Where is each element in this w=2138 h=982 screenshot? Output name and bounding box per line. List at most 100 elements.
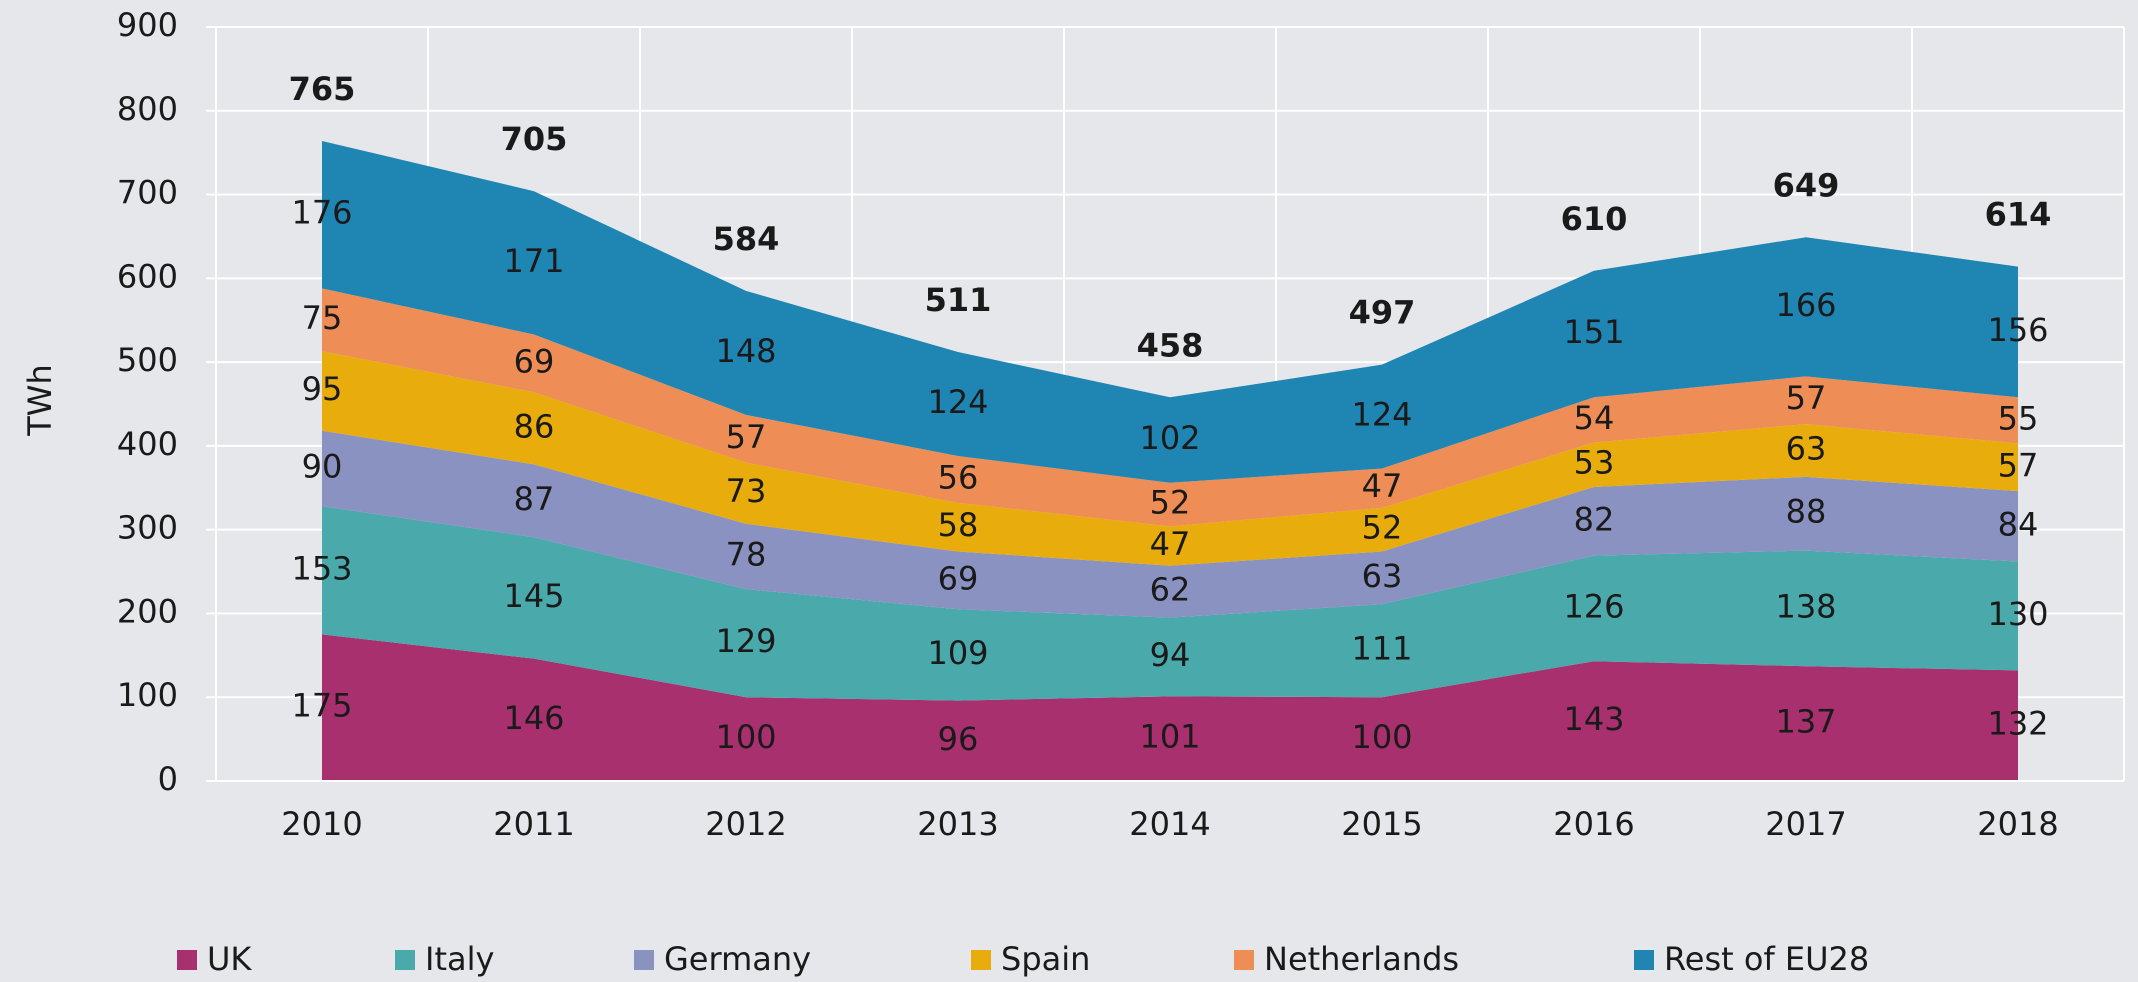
data-label: 58	[938, 506, 979, 544]
legend-item: UK	[177, 940, 252, 978]
data-label: 95	[302, 370, 343, 408]
data-label: 126	[1563, 587, 1624, 625]
data-label: 176	[291, 194, 352, 232]
x-tick-label: 2013	[917, 805, 998, 843]
y-axis-label: TWh	[21, 364, 59, 436]
data-label: 148	[715, 332, 776, 370]
data-label: 151	[1563, 313, 1624, 351]
x-tick-label: 2011	[493, 805, 574, 843]
data-label: 146	[503, 699, 564, 737]
total-label: 511	[925, 281, 992, 319]
area	[322, 634, 2018, 781]
data-label: 86	[514, 407, 555, 445]
data-label: 124	[1351, 396, 1412, 434]
legend-item: Italy	[395, 940, 494, 978]
x-tick-label: 2017	[1765, 805, 1846, 843]
legend-item: Rest of EU28	[1634, 940, 1869, 978]
total-label: 497	[1349, 294, 1416, 332]
data-label: 57	[1998, 446, 2039, 484]
legend-item: Netherlands	[1234, 940, 1459, 978]
data-label: 175	[291, 687, 352, 725]
y-tick-label: 500	[117, 341, 178, 379]
legend-swatch	[1634, 950, 1654, 970]
x-tick-label: 2018	[1977, 805, 2058, 843]
data-label: 145	[503, 577, 564, 615]
data-label: 153	[291, 549, 352, 587]
data-label: 56	[938, 458, 979, 496]
y-tick-label: 0	[158, 760, 178, 798]
y-tick-label: 900	[117, 6, 178, 44]
data-label: 130	[1987, 595, 2048, 633]
legend-swatch	[634, 950, 654, 970]
data-label: 82	[1574, 500, 1615, 538]
data-label: 53	[1574, 444, 1615, 482]
data-label: 156	[1987, 311, 2048, 349]
data-label: 100	[1351, 718, 1412, 756]
data-label: 124	[927, 383, 988, 421]
data-label: 57	[726, 418, 767, 456]
data-label: 94	[1150, 636, 1191, 674]
data-label: 101	[1139, 718, 1200, 756]
area	[322, 288, 2018, 527]
data-label: 102	[1139, 419, 1200, 457]
data-label: 62	[1150, 571, 1191, 609]
data-label: 55	[1998, 399, 2039, 437]
total-label: 584	[713, 220, 780, 258]
data-label: 84	[1998, 505, 2039, 543]
total-label: 705	[501, 120, 568, 158]
data-label: 111	[1351, 630, 1412, 668]
data-label: 78	[726, 535, 767, 573]
legend-swatch	[971, 950, 991, 970]
total-label: 649	[1773, 166, 1840, 204]
legend-label: Spain	[1001, 940, 1090, 978]
data-label: 75	[302, 299, 343, 337]
data-label: 132	[1987, 705, 2048, 743]
x-tick-label: 2015	[1341, 805, 1422, 843]
x-tick-label: 2016	[1553, 805, 1634, 843]
y-tick-label: 100	[117, 676, 178, 714]
data-label: 54	[1574, 399, 1615, 437]
data-label: 57	[1786, 379, 1827, 417]
data-label: 96	[938, 720, 979, 758]
data-label: 47	[1150, 525, 1191, 563]
data-label: 88	[1786, 493, 1827, 531]
legend-label: Germany	[664, 940, 811, 978]
x-tick-label: 2014	[1129, 805, 1210, 843]
area	[322, 140, 2018, 483]
y-tick-label: 700	[117, 174, 178, 212]
total-label: 614	[1985, 196, 2052, 234]
legend-label: Rest of EU28	[1664, 940, 1869, 978]
data-label: 129	[715, 622, 776, 660]
y-tick-label: 200	[117, 592, 178, 630]
data-label: 73	[726, 472, 767, 510]
area	[322, 506, 2018, 701]
data-label: 69	[938, 559, 979, 597]
data-label: 52	[1150, 484, 1191, 522]
y-tick-label: 600	[117, 257, 178, 295]
y-tick-label: 800	[117, 90, 178, 128]
data-label: 109	[927, 634, 988, 672]
legend-swatch	[395, 950, 415, 970]
data-label: 63	[1786, 429, 1827, 467]
area	[322, 430, 2018, 618]
legend-item: Spain	[971, 940, 1090, 978]
legend-swatch	[1234, 950, 1254, 970]
data-label: 87	[514, 480, 555, 518]
data-label: 52	[1362, 509, 1403, 547]
y-tick-label: 300	[117, 509, 178, 547]
data-label: 63	[1362, 557, 1403, 595]
x-tick-label: 2012	[705, 805, 786, 843]
y-tick-label: 400	[117, 425, 178, 463]
data-label: 171	[503, 242, 564, 280]
total-label: 610	[1561, 200, 1628, 238]
data-label: 100	[715, 718, 776, 756]
area	[322, 351, 2018, 566]
data-label: 137	[1775, 703, 1836, 741]
legend-label: Italy	[425, 940, 494, 978]
legend-label: UK	[207, 940, 252, 978]
data-label: 69	[514, 342, 555, 380]
x-tick-label: 2010	[281, 805, 362, 843]
total-label: 765	[289, 70, 356, 108]
data-label: 143	[1563, 700, 1624, 738]
